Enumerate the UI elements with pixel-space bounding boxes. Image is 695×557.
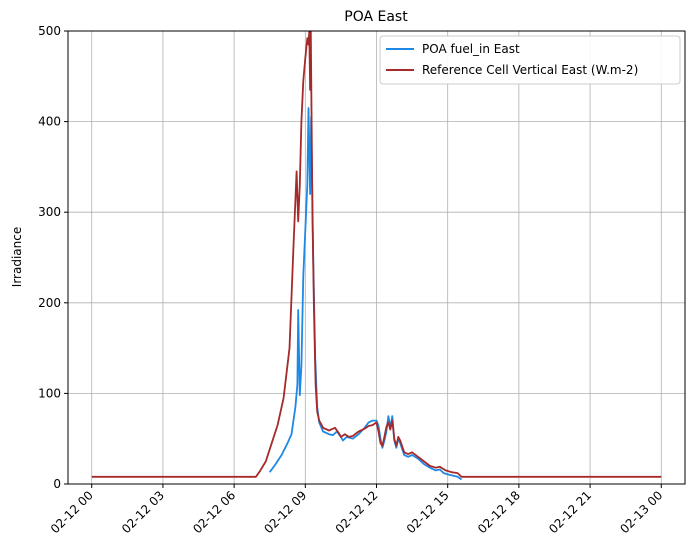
y-tick-label: 400 bbox=[38, 115, 61, 129]
y-tick-label: 100 bbox=[38, 386, 61, 400]
legend-box bbox=[379, 35, 681, 85]
series-lines bbox=[91, 31, 662, 481]
y-tick-label: 0 bbox=[53, 477, 61, 491]
chart-title: POA East bbox=[344, 9, 408, 25]
y-axis-label: Irradiance bbox=[10, 227, 24, 287]
y-axis: 0 100 200 300 400 500 bbox=[38, 24, 68, 491]
y-tick-label: 200 bbox=[38, 296, 61, 310]
grid bbox=[68, 30, 685, 485]
legend-label-poa-fuel-in-east: POA fuel_in East bbox=[422, 42, 520, 56]
legend: POA fuel_in East Reference Cell Vertical… bbox=[379, 35, 681, 85]
legend-label-reference-cell: Reference Cell Vertical East (W.m-2) bbox=[422, 63, 638, 77]
series-line-1 bbox=[91, 31, 662, 478]
y-tick-label: 300 bbox=[38, 205, 61, 219]
y-tick-label: 500 bbox=[38, 24, 61, 38]
